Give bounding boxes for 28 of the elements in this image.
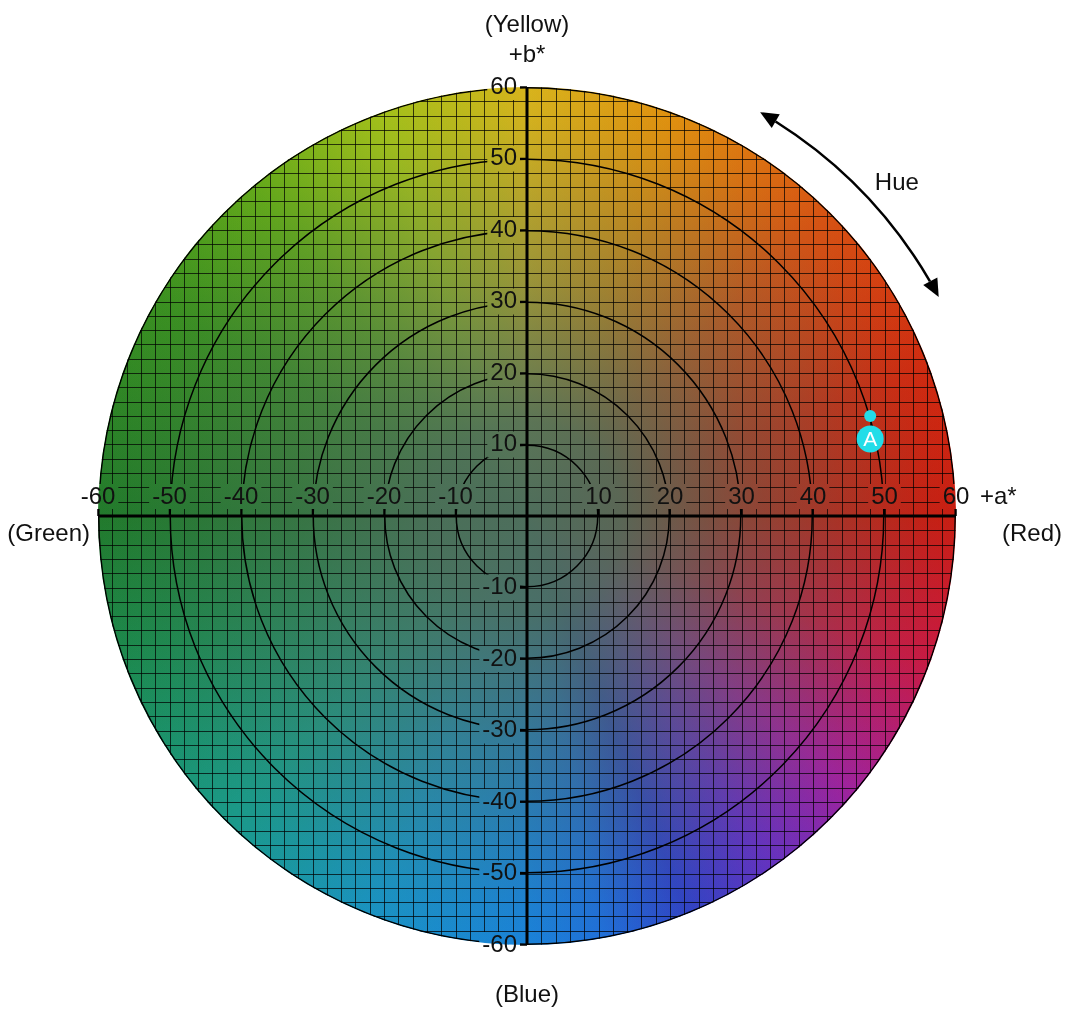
y-tick-label: 50 <box>490 143 517 171</box>
text: (Red) <box>1001 518 1062 546</box>
x-axis-title: +a* <box>980 481 1017 509</box>
y-tick-label: 20 <box>490 357 517 385</box>
x-tick-label: 50 <box>871 481 898 509</box>
y-tick-label: -40 <box>482 786 517 814</box>
x-tick-label: 40 <box>799 481 827 509</box>
y-axis-title: +b* <box>508 39 546 67</box>
x-tick-label: 20 <box>656 481 684 509</box>
x-tick-label: 30 <box>728 481 755 509</box>
y-tick-label: 40 <box>490 214 517 242</box>
y-tick-label: -20 <box>482 643 517 671</box>
x-tick-label: 10 <box>585 481 612 509</box>
x-tick-label: -20 <box>366 481 402 509</box>
y-tick-label: -30 <box>482 715 517 743</box>
y-tick-label: 30 <box>490 286 517 314</box>
text: (Green) <box>7 518 90 546</box>
x-tick-label: -10 <box>438 481 473 509</box>
text: (Blue) <box>494 979 560 1007</box>
annotation: A <box>863 426 878 450</box>
annotation: Hue <box>874 167 919 195</box>
x-tick-label: -40 <box>223 481 259 509</box>
y-tick-label: -50 <box>482 858 517 886</box>
text: (Yellow) <box>484 9 570 37</box>
x-tick-label: -30 <box>295 481 330 509</box>
x-tick-label: -50 <box>152 481 187 509</box>
y-tick-label: -10 <box>482 572 517 600</box>
y-tick-label: 10 <box>490 429 517 457</box>
